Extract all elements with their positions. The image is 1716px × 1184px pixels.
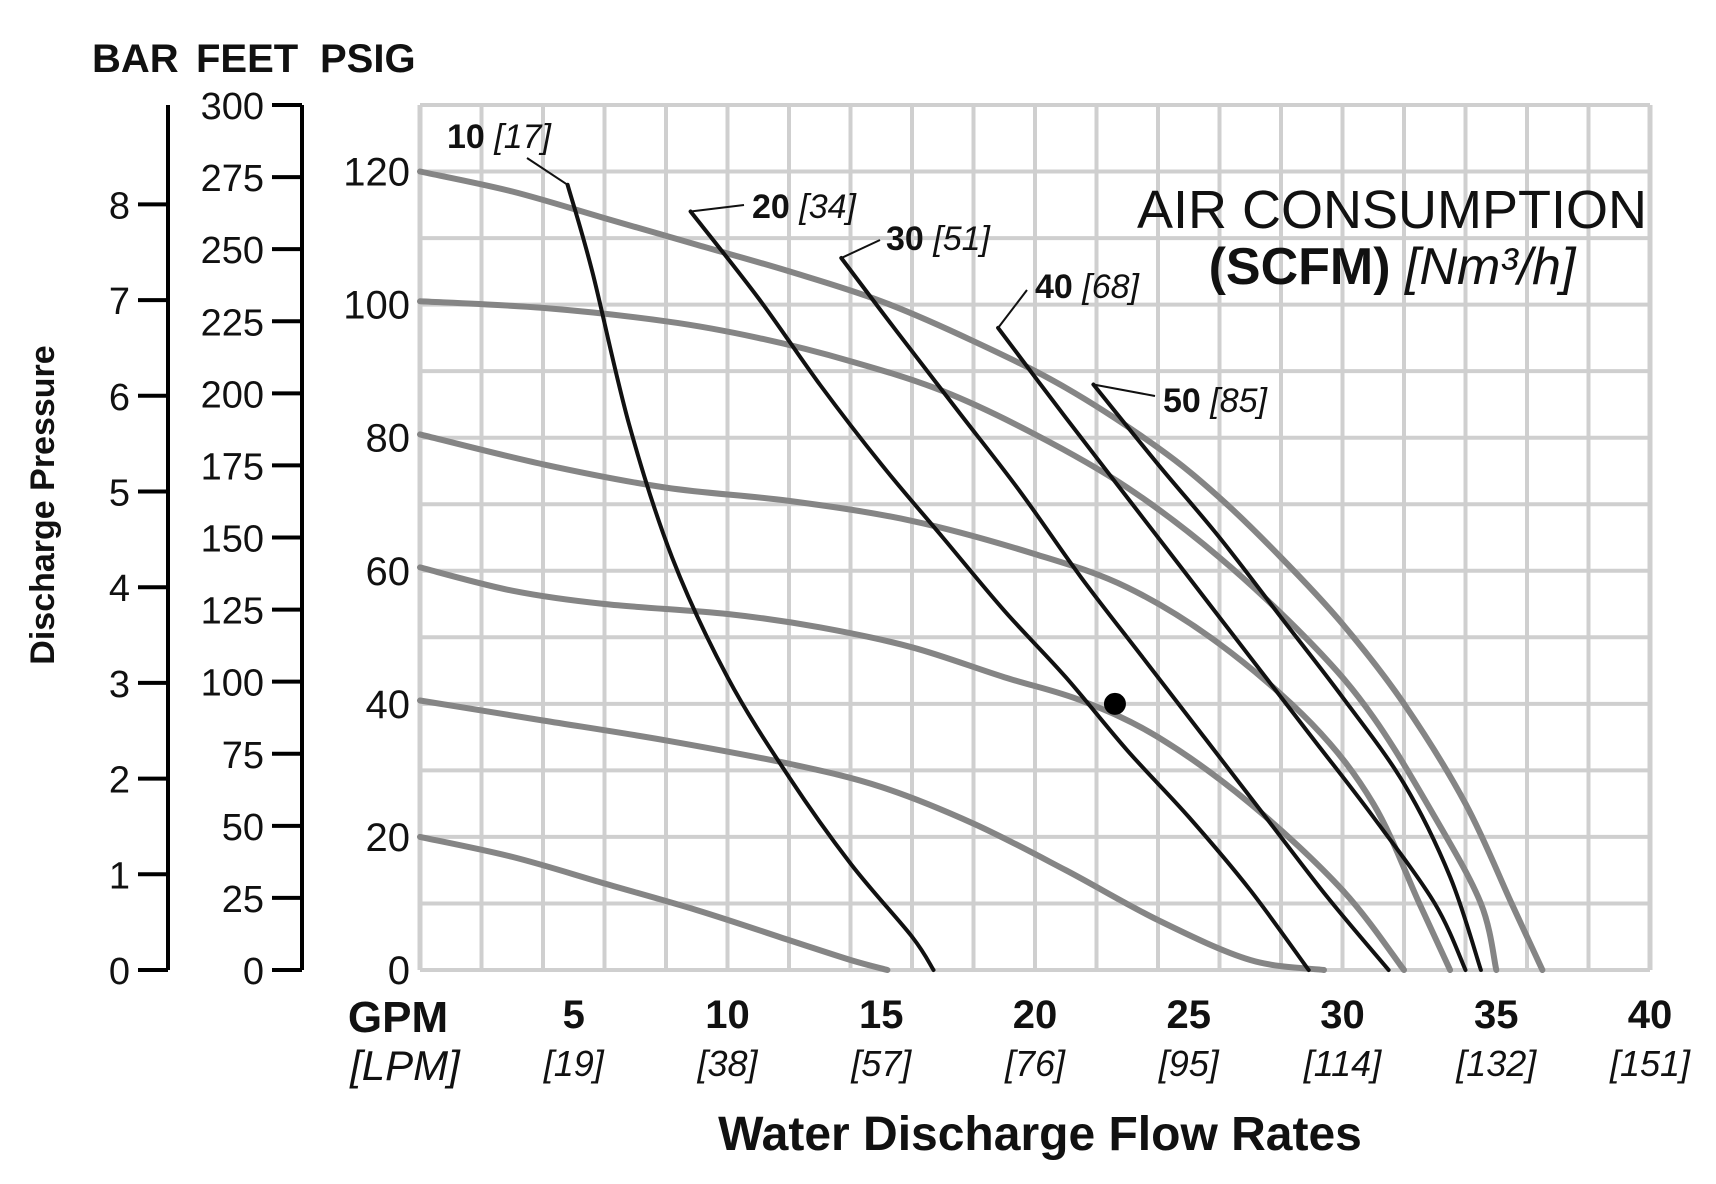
feet-tick-label: 275 xyxy=(201,158,264,200)
air-curve-metric-20: [34] xyxy=(798,188,857,226)
feet-tick-label: 150 xyxy=(201,519,264,561)
pressure-curves xyxy=(417,168,1546,973)
x-tick-label-lpm: [95] xyxy=(1158,1043,1220,1084)
air-curve-label-50: 50 [85] xyxy=(1163,382,1269,420)
x-tick-label-gpm: 20 xyxy=(1013,993,1058,1037)
feet-tick-label: 25 xyxy=(222,879,264,921)
bar-tick-label: 3 xyxy=(109,664,130,706)
x-tick-label-lpm: [132] xyxy=(1455,1043,1537,1084)
pressure-curve-1 xyxy=(417,168,1546,973)
x-tick-label-lpm: [38] xyxy=(696,1043,758,1084)
air-curve-metric-40: [68] xyxy=(1081,268,1140,306)
operating-point-marker xyxy=(1103,692,1126,715)
air-curve-30-scfm xyxy=(839,256,1391,972)
air-curve-10-scfm xyxy=(565,182,936,972)
air-curve-scfm-40: 40 xyxy=(1035,268,1082,306)
air-consumption-curves: 10 [17] 20 [34] 30 [51] 40 [68] 50 [85] xyxy=(447,118,1483,972)
axes: 0204060801001200255075100125150175200225… xyxy=(109,86,1691,1084)
feet-axis-header: FEET xyxy=(196,37,298,81)
x-axis-label: Water Discharge Flow Rates xyxy=(718,1108,1362,1161)
y-axis-label: Discharge Pressure xyxy=(24,345,62,664)
title-nm3h-unit: [Nm³/h] xyxy=(1404,238,1577,296)
x-tick-label-lpm: [151] xyxy=(1609,1043,1691,1084)
air-curve-leader-40 xyxy=(997,289,1028,329)
x-tick-label-gpm: 30 xyxy=(1320,993,1365,1037)
air-curve-label-40: 40 [68] xyxy=(1035,268,1141,306)
air-curve-scfm-20: 20 xyxy=(752,188,799,226)
feet-tick-label: 225 xyxy=(201,302,264,344)
x-tick-label-gpm: 25 xyxy=(1167,993,1212,1037)
bar-tick-label: 4 xyxy=(109,568,130,610)
feet-tick-label: 50 xyxy=(222,807,264,849)
psig-tick-label: 20 xyxy=(366,816,411,860)
pressure-curve-5 xyxy=(417,697,1327,973)
air-curve-scfm-50: 50 xyxy=(1163,382,1210,420)
air-curve-metric-10: [17] xyxy=(493,118,552,156)
pressure-curve-2 xyxy=(417,298,1500,973)
air-curve-label-10: 10 [17] xyxy=(447,118,553,156)
pressure-curve-4 xyxy=(417,564,1407,973)
psig-tick-label: 120 xyxy=(343,151,410,195)
gpm-unit-label: GPM xyxy=(348,993,448,1042)
feet-tick-label: 250 xyxy=(201,230,264,272)
x-tick-label-gpm: 5 xyxy=(563,993,585,1037)
psig-tick-label: 60 xyxy=(366,550,411,594)
bar-tick-label: 5 xyxy=(109,473,130,515)
air-curve-metric-50: [85] xyxy=(1209,382,1268,420)
feet-tick-label: 75 xyxy=(222,735,264,777)
bar-tick-label: 0 xyxy=(109,951,130,993)
lpm-unit-label: [LPM] xyxy=(349,1042,461,1089)
feet-tick-label: 125 xyxy=(201,591,264,633)
bar-tick-label: 2 xyxy=(109,760,130,802)
pressure-curve-3 xyxy=(417,431,1454,973)
pressure-curve-6 xyxy=(417,833,891,973)
air-curve-leader-30 xyxy=(840,239,881,259)
psig-tick-label: 80 xyxy=(366,417,411,461)
air-curve-metric-30: [51] xyxy=(932,220,991,258)
bar-tick-label: 7 xyxy=(109,281,130,323)
air-curve-label-30: 30 [51] xyxy=(886,220,992,258)
psig-tick-label: 40 xyxy=(366,683,411,727)
air-curve-leader-50 xyxy=(1093,383,1156,397)
bar-tick-label: 8 xyxy=(109,185,130,227)
air-curve-scfm-10: 10 xyxy=(447,118,494,156)
air-curve-scfm-30: 30 xyxy=(886,220,933,258)
feet-tick-label: 200 xyxy=(201,374,264,416)
air-curve-40-scfm xyxy=(996,325,1468,972)
chart-title-line2: (SCFM) [Nm³/h] xyxy=(1209,238,1577,296)
title-scfm-unit: (SCFM) xyxy=(1209,238,1391,296)
feet-tick-label: 0 xyxy=(243,951,264,993)
x-tick-label-lpm: [57] xyxy=(850,1043,912,1084)
x-tick-label-gpm: 40 xyxy=(1628,993,1673,1037)
feet-tick-label: 300 xyxy=(201,86,264,128)
air-curve-leader-20 xyxy=(690,204,745,213)
bar-tick-label: 6 xyxy=(109,377,130,419)
air-curve-20-scfm xyxy=(688,209,1311,972)
chart-title-line1: AIR CONSUMPTION xyxy=(1137,180,1647,240)
x-tick-label-lpm: [114] xyxy=(1303,1043,1382,1084)
x-tick-label-lpm: [76] xyxy=(1004,1043,1066,1084)
feet-tick-label: 175 xyxy=(201,446,264,488)
x-tick-label-gpm: 10 xyxy=(705,993,750,1037)
psig-tick-label: 100 xyxy=(343,284,410,328)
bar-tick-label: 1 xyxy=(109,855,130,897)
air-curve-label-20: 20 [34] xyxy=(752,188,858,226)
air-curve-leader-10 xyxy=(526,157,569,186)
psig-axis-header: PSIG xyxy=(320,37,416,81)
x-tick-label-lpm: [19] xyxy=(543,1043,605,1084)
air-curve-50-scfm xyxy=(1091,382,1483,972)
bar-axis-header: BAR xyxy=(92,37,179,81)
feet-tick-label: 100 xyxy=(201,663,264,705)
x-tick-label-gpm: 35 xyxy=(1474,993,1519,1037)
psig-tick-label: 0 xyxy=(388,949,410,993)
x-tick-label-gpm: 15 xyxy=(859,993,904,1037)
